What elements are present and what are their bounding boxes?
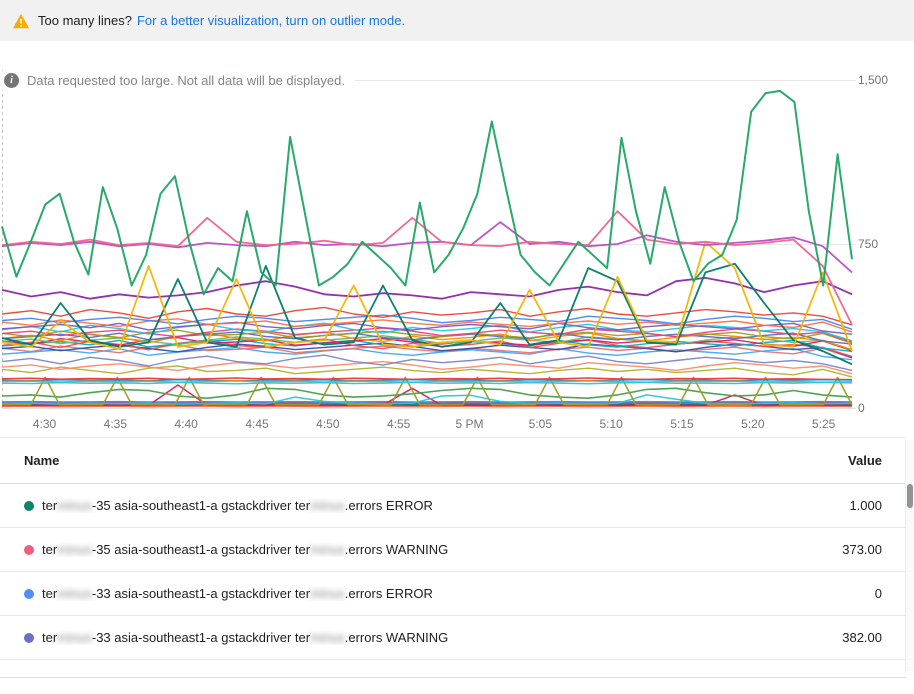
series-line: [1, 394, 853, 405]
legend-row[interactable]: terminus-35 asia-southeast1-a gstackdriv…: [0, 528, 906, 572]
scrollbar-thumb[interactable]: [907, 484, 913, 508]
warning-icon: [13, 13, 29, 28]
legend-name-text: .errors ERROR: [344, 498, 433, 513]
legend-name-text: .errors ERROR: [344, 586, 433, 601]
x-axis-label: 4:45: [245, 417, 269, 431]
redacted-text: minus: [57, 630, 92, 645]
legend-name: terminus-35 asia-southeast1-a gstackdriv…: [42, 498, 849, 513]
x-axis-label: 4:35: [103, 417, 127, 431]
legend-row[interactable]: terminus-33 asia-southeast1-a gstackdriv…: [0, 616, 906, 660]
x-axis-label: 5:10: [599, 417, 623, 431]
series-line: [1, 240, 853, 352]
series-line: [1, 365, 853, 378]
x-axis-label: 4:50: [316, 417, 340, 431]
series-line: [1, 360, 853, 375]
legend-name: terminus-33 asia-southeast1-a gstackdriv…: [42, 586, 875, 601]
redacted-text: minus: [57, 586, 92, 601]
redacted-text: minus: [57, 498, 92, 513]
x-axis-label: 4:30: [32, 417, 57, 431]
too-many-lines-banner: Too many lines? For a better visualizati…: [0, 0, 914, 41]
series-line: [1, 377, 853, 381]
y-axis-label: 1,500: [858, 73, 889, 87]
redacted-text: minus: [57, 542, 92, 557]
series-line: [1, 89, 853, 296]
y-axis-label: 750: [858, 237, 879, 251]
legend-value: 382.00: [842, 630, 882, 645]
series-line: [1, 262, 853, 366]
series-line: [1, 322, 853, 342]
legend-name-text: -35 asia-southeast1-a gstackdriver ter: [91, 498, 311, 513]
legend-header: Name Value: [0, 438, 906, 484]
series-line: [1, 321, 853, 335]
x-axis-label: 5 PM: [455, 417, 484, 431]
legend-value: 1.000: [849, 498, 882, 513]
series-line: [1, 306, 853, 326]
legend-name: terminus-35 asia-southeast1-a gstackdriv…: [42, 542, 842, 557]
legend-name-text: ter: [42, 586, 58, 601]
x-axis-label: 5:25: [811, 417, 836, 431]
x-axis-label: 4:55: [386, 417, 411, 431]
x-axis-label: 4:40: [174, 417, 198, 431]
x-axis-label: 5:15: [670, 417, 694, 431]
series-line: [1, 387, 853, 400]
line-chart: [1, 70, 856, 409]
legend-scrollbar[interactable]: [905, 440, 914, 671]
legend-header-name: Name: [24, 453, 60, 468]
legend-name-text: .errors WARNING: [344, 542, 449, 557]
y-axis-label: 0: [858, 401, 865, 415]
legend-table: Name Value terminus-35 asia-southeast1-a…: [0, 437, 906, 678]
series-line: [1, 314, 853, 330]
series-line: [1, 354, 853, 372]
legend-row[interactable]: terminus-35 asia-southeast1-a gstackdriv…: [0, 484, 906, 528]
x-axis-label: 5:20: [741, 417, 765, 431]
x-axis-label: 5:05: [528, 417, 552, 431]
legend-name-text: .errors WARNING: [344, 630, 449, 645]
series-line: [1, 276, 853, 300]
series-color-dot: [24, 632, 34, 643]
notice-text: Data requested too large. Not all data w…: [27, 73, 345, 88]
legend-header-value: Value: [848, 453, 882, 468]
redacted-text: minus: [310, 630, 345, 645]
legend-value: 373.00: [842, 542, 882, 557]
series-line: [1, 210, 853, 326]
legend-name-text: ter: [42, 630, 58, 645]
legend-name-text: ter: [42, 542, 58, 557]
series-color-dot: [24, 588, 34, 599]
legend-row[interactable]: terminus-33 asia-southeast1-a gstackdriv…: [0, 572, 906, 616]
series-color-dot: [24, 500, 34, 511]
series-line: [1, 318, 853, 333]
legend-name-text: -33 asia-southeast1-a gstackdriver ter: [91, 630, 311, 645]
info-icon: i: [4, 73, 19, 88]
redacted-text: minus: [310, 498, 345, 513]
series-line: [1, 380, 853, 383]
series-line: [1, 335, 853, 351]
series-line: [2, 376, 853, 406]
data-too-large-notice: i Data requested too large. Not all data…: [0, 71, 355, 90]
redacted-text: minus: [310, 542, 345, 557]
legend-name-text: ter: [42, 498, 58, 513]
legend-name-text: -35 asia-southeast1-a gstackdriver ter: [91, 542, 311, 557]
series-line: [1, 342, 853, 358]
legend-value: 0: [874, 586, 882, 601]
series-color-dot: [24, 544, 34, 555]
series-line: [1, 331, 853, 345]
legend-name-text: -33 asia-southeast1-a gstackdriver ter: [91, 586, 311, 601]
series-line: [1, 381, 853, 385]
legend-row-partial: [0, 660, 906, 678]
redacted-text: minus: [310, 586, 345, 601]
series-line: [1, 346, 853, 361]
outlier-mode-link[interactable]: For a better visualization, turn on outl…: [136, 13, 406, 28]
legend-name: terminus-33 asia-southeast1-a gstackdriv…: [42, 630, 842, 645]
banner-text: Too many lines?: [38, 13, 132, 28]
